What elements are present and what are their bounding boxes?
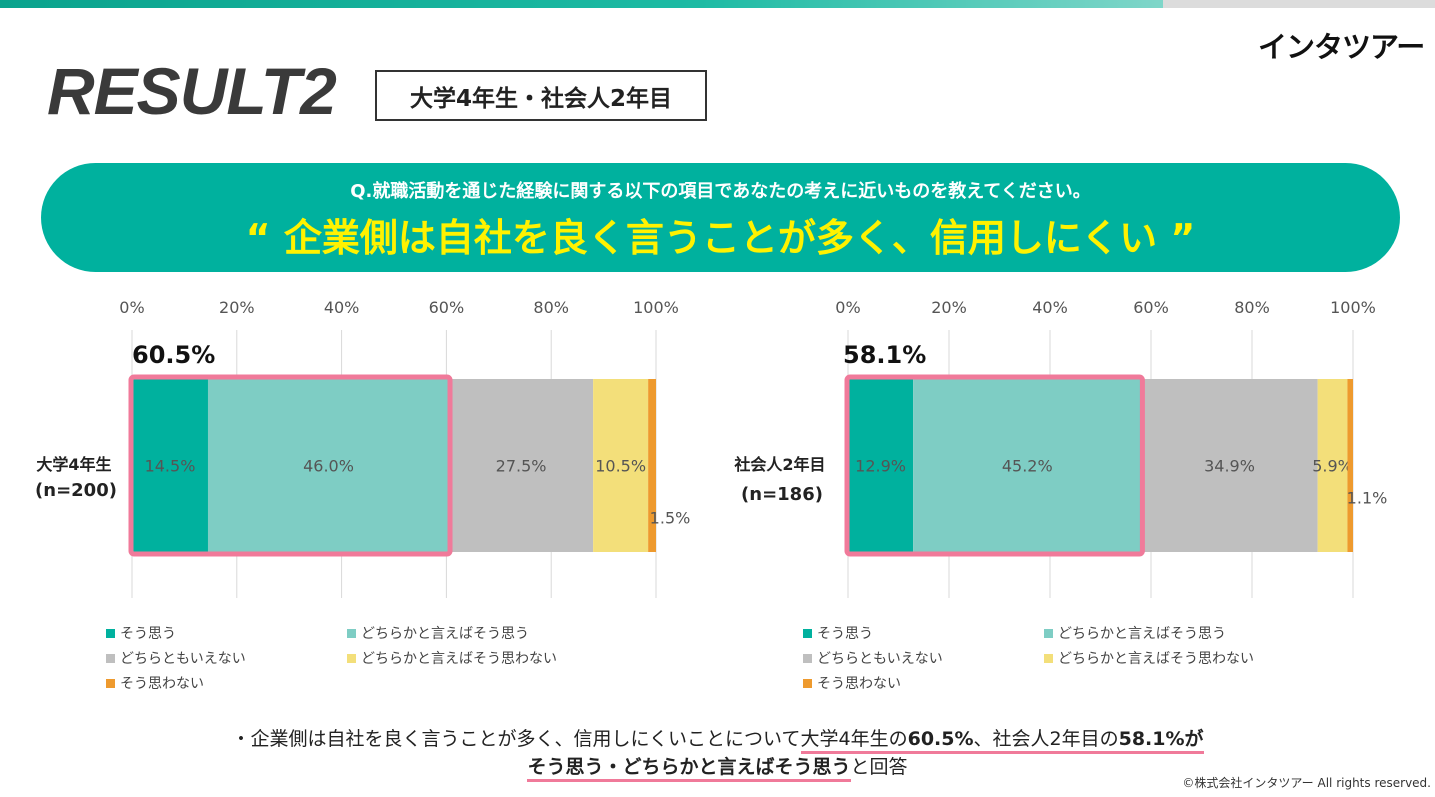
axis-tick-label: 0% [119,298,144,317]
axis-tick-label: 100% [1330,298,1376,317]
legend-item: そう思う [106,623,176,643]
top-progress-bar [0,0,1435,8]
data-label: 5.9% [1312,457,1353,476]
legend-label: どちらともいえない [817,651,943,667]
legend-label: そう思わない [817,676,901,692]
legend-label: どちらかと言えばそう思う [361,626,529,642]
axis-tick-label: 100% [633,298,679,317]
legend-label: どちらかと言えばそう思わない [1058,651,1254,667]
bar-segment [913,379,1142,552]
legend-label: どちらともいえない [120,651,246,667]
brand-logo: インタツアー [1258,30,1425,64]
copyright: ©株式会社インタツアー All rights reserved. [1182,776,1431,790]
bar-segment [648,379,656,552]
legend-swatch [1044,653,1053,663]
legend-item: どちらかと言えばそう思う [1044,623,1226,643]
question-banner: Q.就職活動を通じた経験に関する以下の項目であなたの考えに近いものを教えてくださ… [41,163,1400,272]
legend-item: そう思わない [803,673,901,693]
bar-segment [593,379,649,552]
axis-tick-label: 60% [429,298,465,317]
axis-tick-label: 40% [1032,298,1068,317]
highlight-value-label: 60.5% [132,341,215,369]
data-label: 34.9% [1204,457,1255,476]
data-label: 12.9% [855,457,906,476]
legend-item: どちらともいえない [106,648,246,668]
legend-swatch [803,653,812,663]
category-label: 大学4年生 [36,455,111,474]
page-title: RESULT2 [47,54,337,128]
legend-label: どちらかと言えばそう思わない [361,651,557,667]
bar-segment [132,379,208,552]
summary-highlight-2: そう思う・どちらかと言えばそう思う [527,756,851,782]
sample-size-label: (n=200) [35,480,117,501]
highlight-frame [844,374,1145,557]
axis-tick-label: 20% [219,298,255,317]
bar-segment [1347,379,1353,552]
axis-tick-label: 20% [931,298,967,317]
summary-highlight-1: 大学4年生の60.5%、社会人2年目の58.1%が [800,728,1204,754]
legend-swatch [106,678,115,688]
legend-swatch [347,653,356,663]
data-label: 27.5% [496,457,547,476]
summary-sep: 、社会人2年目の [973,728,1119,750]
legend-item: そう思う [803,623,873,643]
highlight-frame [128,374,453,557]
legend-item: どちらかと言えばそう思わない [347,648,557,668]
question-quote: “ 企業側は自社を良く言うことが多く、信用しにくい ” [245,216,1196,260]
legend-swatch [347,628,356,638]
data-label: 1.1% [1347,489,1388,508]
legend-swatch [803,678,812,688]
summary-group-1: 大学4年生の [800,728,908,750]
legend-item: どちらかと言えばそう思う [347,623,529,643]
legend-swatch [106,653,115,663]
summary-line-1: ・企業側は自社を良く言うことが多く、信用しにくいことについて大学4年生の60.5… [0,725,1435,754]
top-progress-fill [0,0,1163,8]
axis-tick-label: 40% [324,298,360,317]
summary-value-2: 58.1% [1118,728,1185,750]
axis-tick-label: 0% [835,298,860,317]
data-label: 14.5% [145,457,196,476]
sample-size-label: (n=186) [741,484,823,505]
bar-segment [449,379,594,552]
legend-label: そう思わない [120,676,204,692]
bar-segment [207,379,450,552]
legend-label: どちらかと言えばそう思う [1058,626,1226,642]
axis-tick-label: 80% [1234,298,1270,317]
axis-tick-label: 60% [1133,298,1169,317]
data-label: 10.5% [595,457,646,476]
subject-label: 大学4年生・社会人2年目 [375,70,707,121]
legend-swatch [106,628,115,638]
legend-label: そう思う [817,626,873,642]
bar-segment [1317,379,1348,552]
summary-suffix-1: が [1184,728,1204,750]
highlight-value-label: 58.1% [843,341,926,369]
category-label: 社会人2年目 [733,455,825,474]
summary-suffix-2: と回答 [850,756,908,778]
data-label: 1.5% [650,509,691,528]
legend-item: どちらともいえない [803,648,943,668]
legend-item: そう思わない [106,673,204,693]
summary-prefix: ・企業側は自社を良く言うことが多く、信用しにくいことについて [231,728,801,750]
summary-line-2: そう思う・どちらかと言えばそう思うと回答 [0,753,1435,782]
legend-swatch [803,628,812,638]
bar-segment [848,379,914,552]
legend-swatch [1044,628,1053,638]
data-label: 46.0% [303,457,354,476]
question-text: Q.就職活動を通じた経験に関する以下の項目であなたの考えに近いものを教えてくださ… [350,181,1091,202]
axis-tick-label: 80% [533,298,569,317]
data-label: 45.2% [1002,457,1053,476]
summary-text: ・企業側は自社を良く言うことが多く、信用しにくいことについて大学4年生の60.5… [0,725,1435,782]
legend-item: どちらかと言えばそう思わない [1044,648,1254,668]
bar-segment [1141,379,1318,552]
summary-value-1: 60.5% [907,728,974,750]
legend-label: そう思う [120,626,176,642]
